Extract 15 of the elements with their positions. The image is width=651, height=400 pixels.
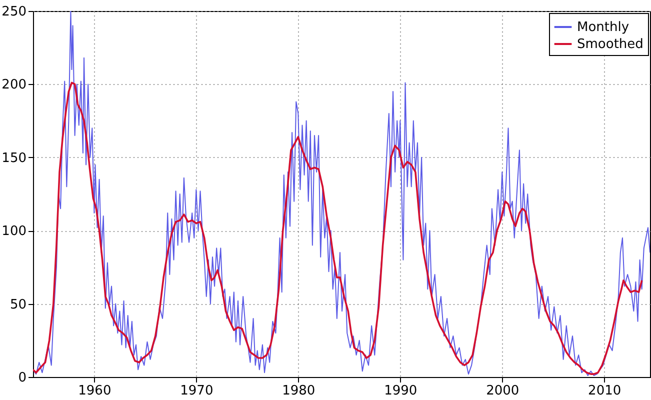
legend-label: Monthly xyxy=(577,20,630,35)
y-tick-label: 50 xyxy=(10,297,26,312)
x-tick-label: 2000 xyxy=(486,384,520,398)
y-tick-label: 100 xyxy=(2,224,26,240)
x-tick-label: 2010 xyxy=(588,384,622,398)
x-tick-label: 1980 xyxy=(282,384,316,398)
x-tick-label: 1990 xyxy=(384,384,418,398)
line-series xyxy=(33,82,643,375)
x-tick-label: 1960 xyxy=(78,384,112,398)
legend-label: Smoothed xyxy=(577,37,644,52)
y-tick-label: 150 xyxy=(2,150,26,166)
y-tick-label: 0 xyxy=(18,370,26,386)
x-tick-label: 1970 xyxy=(180,384,214,398)
y-tick-label: 250 xyxy=(2,4,26,20)
y-tick-label: 200 xyxy=(2,78,26,93)
